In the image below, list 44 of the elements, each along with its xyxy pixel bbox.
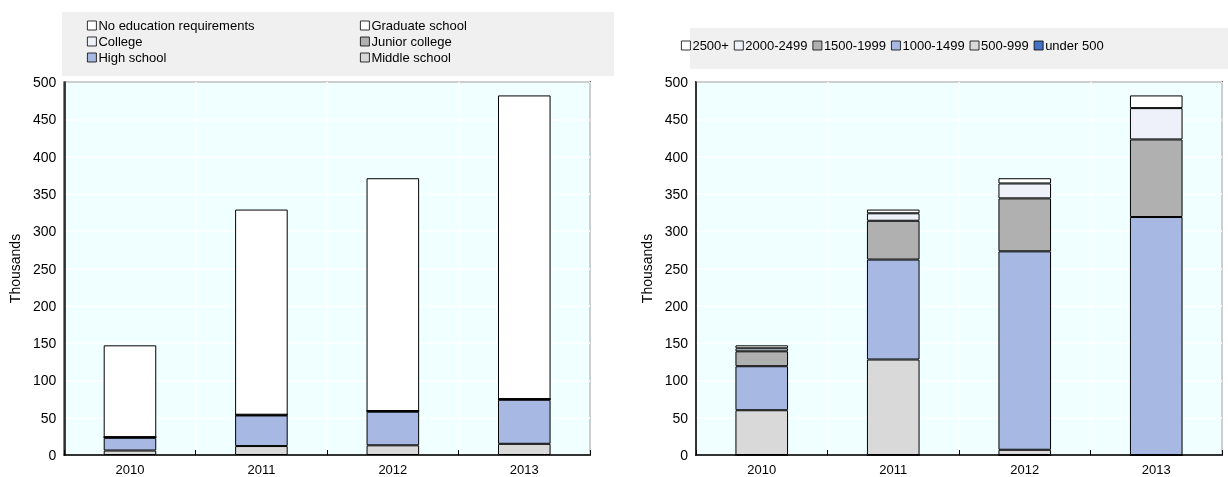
y-tick-label: 300 — [32, 223, 57, 240]
y-tick-label: 150 — [664, 335, 689, 352]
legend-label: 1000-1499 — [902, 38, 965, 53]
y-tick-label: 50 — [672, 409, 689, 426]
legend-label: High school — [98, 50, 167, 65]
x-tick-label: 2013 — [1141, 462, 1171, 477]
legend-label: Graduate school — [371, 18, 467, 33]
x-tick-label: 2011 — [247, 462, 276, 477]
y-tick-label: 450 — [32, 111, 57, 128]
x-tick-label: 2010 — [747, 462, 777, 477]
y-tick-label: 300 — [664, 223, 689, 240]
x-tick-label: 2012 — [378, 462, 408, 477]
legend-label: 1500-1999 — [823, 38, 887, 53]
legend-label: 2500+ — [692, 38, 729, 53]
y-tick-label: 450 — [664, 111, 689, 128]
x-tick-label: 2013 — [509, 462, 539, 477]
y-tick-label: 100 — [32, 372, 57, 389]
y-tick-label: 0 — [680, 447, 689, 463]
x-tick-label: 2011 — [879, 462, 908, 477]
legend-label: Junior college — [371, 34, 452, 49]
y-tick-label: 400 — [32, 148, 57, 165]
y-tick-label: 350 — [664, 185, 689, 202]
x-tick-label: 2012 — [1010, 462, 1040, 477]
y-tick-label: 250 — [664, 260, 689, 277]
y-tick-label: 500 — [32, 74, 57, 90]
y-tick-label: 200 — [32, 297, 57, 314]
y-tick-label: 0 — [48, 447, 57, 463]
y-axis-title: Thousands — [638, 233, 655, 304]
x-tick-label: 2010 — [115, 462, 145, 477]
legend-label: Middle school — [371, 50, 451, 65]
y-axis-title: Thousands — [7, 233, 23, 304]
y-tick-label: 100 — [664, 372, 689, 389]
legend-label: 500-999 — [981, 38, 1029, 53]
y-tick-label: 500 — [664, 74, 689, 90]
y-tick-label: 350 — [32, 185, 57, 202]
y-tick-label: 250 — [32, 260, 57, 277]
y-tick-label: 400 — [664, 148, 689, 165]
legend-label: College — [98, 34, 143, 49]
y-tick-label: 200 — [664, 297, 689, 314]
y-tick-label: 50 — [40, 409, 57, 426]
legend-label: No education requirements — [98, 18, 255, 33]
y-tick-label: 150 — [32, 335, 57, 352]
legend-label: 2000-2499 — [745, 38, 808, 53]
legend-label: under 500 — [1045, 38, 1104, 53]
